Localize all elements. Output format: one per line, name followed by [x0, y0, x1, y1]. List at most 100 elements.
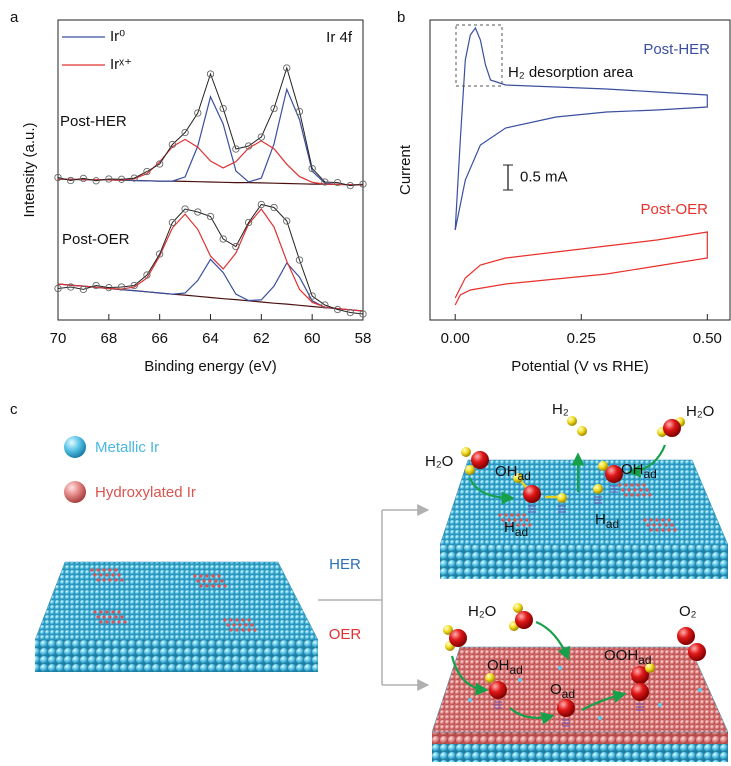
hydroxyl-site: [643, 518, 647, 522]
data-point: [333, 305, 342, 314]
hydrogen-atom: [513, 473, 523, 483]
data-point: [67, 176, 75, 185]
hydroxyl-site: [214, 579, 218, 583]
species-name: OH: [621, 461, 644, 478]
hydroxyl-site: [120, 578, 124, 582]
data-point: [308, 164, 316, 173]
hydroxyl-site: [108, 568, 112, 572]
data-point: [219, 104, 227, 113]
species-subscript: ad: [644, 467, 657, 481]
series-line: [57, 203, 364, 315]
x-axis-label: Binding energy (eV): [144, 358, 277, 375]
data-point: [130, 281, 138, 290]
hydroxyl-site: [117, 573, 121, 577]
data-point: [92, 177, 100, 185]
panel-label: a: [10, 9, 19, 26]
x-tick-label: 0.50: [693, 330, 722, 347]
species-subscript: ad: [606, 517, 619, 531]
data-point: [92, 281, 100, 290]
x-axis-label: Potential (V vs RHE): [511, 358, 649, 375]
oxygen-atom: [471, 451, 489, 469]
hydroxyl-site: [624, 483, 628, 487]
species-subscript: ad: [562, 687, 575, 701]
route-label: HER: [329, 556, 361, 573]
data-point: [194, 109, 202, 117]
species-label: H₂O: [686, 403, 714, 420]
legend-label: Metallic Ir: [95, 439, 159, 456]
metal-site: [598, 716, 602, 720]
panel-label: c: [10, 401, 18, 418]
hydroxyl-site: [217, 574, 221, 578]
hydroxyl-site: [102, 568, 106, 572]
species-label: OOHad: [604, 647, 652, 667]
species-name: O₂: [679, 603, 697, 620]
hydroxyl-site: [522, 513, 526, 517]
data-point: [156, 160, 164, 168]
hydroxyl-site: [667, 518, 671, 522]
legend-label: Ir⁰: [110, 28, 125, 45]
hydroxyl-site: [673, 528, 677, 532]
data-point: [333, 178, 342, 187]
hydroxyl-site: [102, 615, 106, 619]
species-label: O₂: [679, 603, 697, 620]
hydroxyl-site: [196, 579, 200, 583]
oxygen-atom: [631, 683, 649, 701]
data-point: [117, 283, 126, 291]
data-point: [283, 217, 291, 225]
species-label: Had: [595, 511, 619, 531]
y-axis-label: Intensity (a.u.): [21, 122, 38, 217]
hydroxyl-site: [649, 528, 653, 532]
hydrogen-atom: [513, 603, 523, 613]
hydroxyl-site: [108, 615, 112, 619]
oxygen-atom: [605, 465, 623, 483]
reaction-arrow: [581, 690, 627, 711]
series-line: [454, 231, 708, 306]
species-label: H₂O: [468, 603, 496, 620]
highlight-box: [455, 24, 503, 87]
reaction-arrow: [509, 707, 555, 725]
data-point: [168, 140, 177, 149]
panel-label: b: [397, 9, 405, 26]
hydroxyl-site: [229, 628, 233, 632]
hydroxyl-site: [501, 518, 505, 522]
data-point: [54, 284, 62, 293]
x-tick-label: 70: [50, 330, 67, 347]
data-point: [105, 283, 113, 292]
data-point: [359, 180, 367, 188]
plot-frame: [429, 19, 731, 321]
data-point: [257, 133, 265, 141]
data-point: [105, 175, 113, 183]
data-point: [283, 64, 291, 72]
hydroxyl-site: [642, 483, 646, 487]
species-subscript: ad: [638, 653, 651, 667]
series-line: [57, 208, 364, 312]
spectrum-label: Post-OER: [62, 231, 130, 248]
hydroxyl-site: [108, 578, 112, 582]
data-point: [270, 203, 278, 212]
legend-sphere: [64, 436, 86, 458]
species-name: H₂: [552, 401, 569, 418]
hydroxyl-site: [639, 488, 643, 492]
hydroxyl-site: [99, 573, 103, 577]
hydroxyl-site: [111, 620, 115, 624]
hydroxyl-site: [199, 574, 203, 578]
data-point: [359, 310, 367, 318]
hydroxyl-site: [528, 523, 532, 527]
hydroxyl-site: [211, 584, 215, 588]
species-name: H: [504, 519, 515, 536]
hydroxyl-site: [220, 579, 224, 583]
hydroxyl-site: [244, 623, 248, 627]
hydroxyl-site: [667, 528, 671, 532]
data-point: [67, 283, 75, 291]
hydroxyl-site: [250, 623, 254, 627]
hydrogen-atom: [443, 625, 453, 635]
hydroxyl-site: [111, 610, 115, 614]
x-tick-label: 64: [202, 330, 219, 347]
species-name: OOH: [604, 647, 638, 664]
hydroxyl-site: [627, 488, 631, 492]
data-point: [295, 107, 304, 116]
schematic-layout: [318, 504, 430, 691]
annotation: H₂ desorption area: [508, 64, 634, 81]
oxygen-atom: [557, 699, 575, 717]
data-point: [206, 212, 215, 221]
